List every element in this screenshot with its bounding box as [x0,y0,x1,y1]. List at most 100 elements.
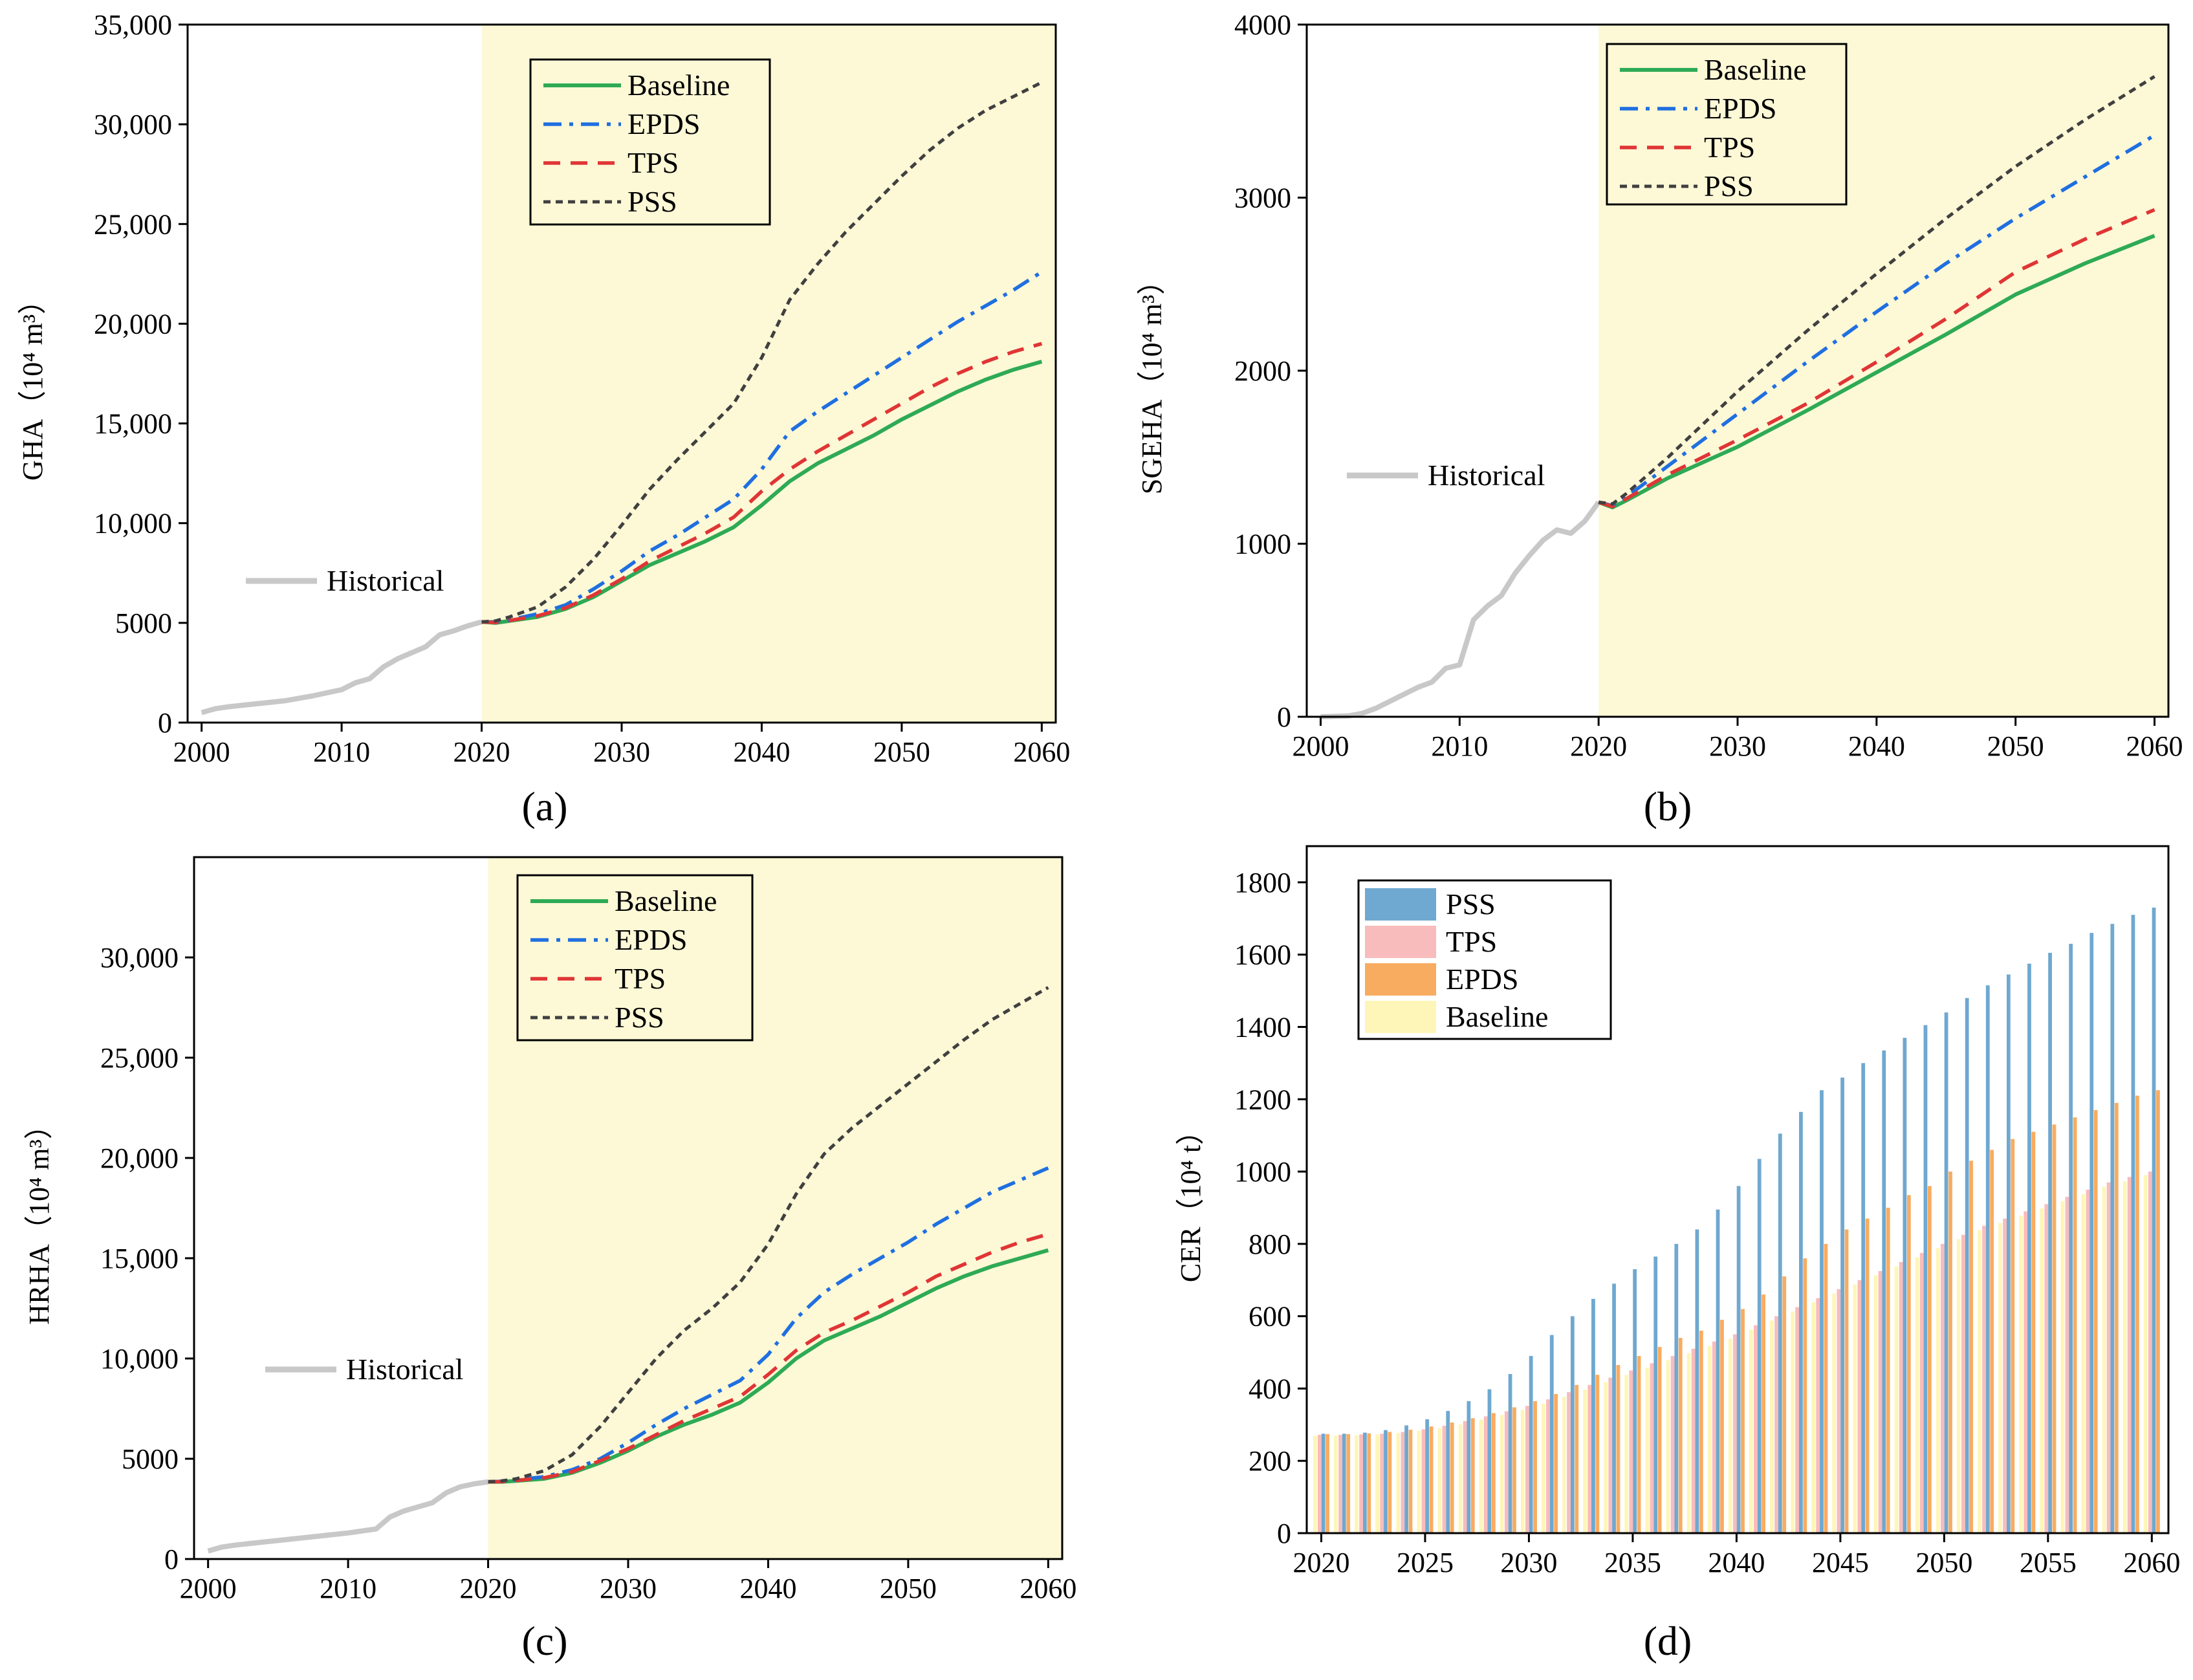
bar-tps-2040 [1732,1334,1737,1533]
bar-epds-2049 [1928,1186,1932,1533]
bar-baseline-2023 [1375,1434,1380,1533]
bar-tps-2054 [2024,1211,2028,1533]
bar-pss-2057 [2089,933,2094,1533]
bar-epds-2027 [1470,1418,1475,1533]
bar-tps-2029 [1504,1411,1509,1533]
bar-tps-2038 [1691,1348,1696,1533]
bar-epds-2036 [1657,1347,1662,1533]
bar-baseline-2047 [1873,1275,1878,1533]
bar-tps-2039 [1712,1341,1716,1533]
legend: Baseline EPDS TPS PSS [516,874,754,1042]
bar-pss-2041 [1757,1159,1762,1533]
x-tick-label: 2030 [593,736,650,768]
bar-pss-2045 [1840,1077,1844,1533]
bar-pss-2047 [1882,1050,1886,1533]
x-tick-label: 2035 [1604,1547,1661,1578]
y-tick-label: 4000 [1234,9,1291,41]
bar-baseline-2046 [1853,1284,1857,1533]
bar-pss-2056 [2069,943,2073,1533]
bar-pss-2042 [1778,1133,1782,1533]
x-tick-label: 2025 [1397,1547,1454,1578]
x-tick-label: 2000 [1292,730,1349,762]
bar-tps-2030 [1525,1406,1529,1533]
bar-tps-2021 [1338,1434,1342,1533]
bar-epds-2044 [1824,1243,1828,1533]
bar-baseline-2052 [1978,1230,1981,1533]
x-tick-label: 2010 [313,736,370,768]
bar-tps-2053 [2003,1218,2007,1533]
legend-label-tps: TPS [627,146,679,179]
bar-epds-2028 [1491,1413,1496,1533]
bar-epds-2020 [1326,1434,1329,1533]
legend-label-baseline: Baseline [1704,53,1806,86]
bar-epds-2046 [1865,1218,1870,1533]
bar-pss-2039 [1716,1209,1720,1533]
y-tick-label: 30,000 [94,109,172,140]
bar-baseline-2027 [1458,1424,1463,1533]
bar-epds-2058 [2114,1102,2119,1533]
bar-pss-2038 [1695,1229,1699,1533]
bar-baseline-2034 [1604,1382,1608,1533]
bar-pss-2048 [1903,1038,1907,1533]
bar-pss-2043 [1799,1111,1803,1533]
bar-tps-2023 [1380,1434,1384,1533]
bar-baseline-2058 [2102,1186,2106,1533]
bar-baseline-2040 [1728,1338,1732,1533]
bar-pss-2044 [1820,1090,1824,1533]
bar-pss-2032 [1570,1316,1575,1533]
x-tick-label: 2000 [180,1573,237,1604]
x-tick-label: 2020 [1570,730,1627,762]
bar-tps-2025 [1421,1429,1426,1533]
panel-label-b: (b) [1643,783,1692,829]
bar-pss-2037 [1674,1243,1679,1533]
bar-baseline-2051 [1956,1239,1961,1533]
legend-label-pss: PSS [1704,169,1754,202]
bar-baseline-2036 [1645,1368,1650,1533]
y-tick-label: 20,000 [94,308,172,340]
bar-epds-2033 [1595,1375,1600,1533]
bar-pss-2049 [1923,1025,1928,1533]
bar-epds-2038 [1699,1330,1703,1533]
x-tick-label: 2020 [453,736,510,768]
bar-tps-2026 [1442,1425,1446,1533]
bar-tps-2058 [2106,1182,2111,1533]
y-tick-label: 3000 [1234,182,1291,214]
panel-label-c: (c) [521,1618,568,1664]
bar-baseline-2033 [1583,1390,1587,1533]
bar-pss-2025 [1425,1419,1430,1533]
bar-pss-2022 [1362,1432,1367,1533]
plot-frame [1305,845,2170,1534]
bar-baseline-2030 [1520,1410,1525,1533]
bar-epds-2060 [2156,1090,2160,1533]
bar-pss-2058 [2110,924,2115,1533]
x-tick-label: 2010 [320,1573,376,1604]
bar-epds-2041 [1762,1294,1766,1533]
series-line-epds [481,270,1043,624]
bar-epds-2050 [1948,1172,1952,1533]
x-tick-label: 2040 [733,736,790,768]
bar-epds-2040 [1741,1309,1745,1533]
bar-epds-2023 [1388,1432,1392,1533]
bar-tps-2044 [1816,1298,1820,1533]
x-tick-label: 2060 [1013,736,1070,768]
bar-epds-2026 [1450,1422,1454,1533]
bar-pss-2033 [1591,1298,1595,1533]
y-tick-label: 1600 [1234,939,1291,971]
series-line-tps [488,1232,1049,1484]
y-tick-label: 5000 [122,1443,179,1475]
x-tick-label: 2050 [873,736,930,768]
panel-label-a: (a) [521,783,568,829]
x-tick-label: 2030 [1709,730,1766,762]
legend-frame [1606,43,1848,206]
bar-tps-2059 [2127,1177,2132,1533]
bar-pss-2035 [1633,1269,1637,1533]
legend-label-pss: PSS [615,1001,664,1034]
bar-baseline-2055 [2040,1208,2044,1533]
panel-label-d: (d) [1643,1618,1692,1664]
scenario-period-shading [481,25,1056,723]
bar-baseline-2054 [2019,1216,2024,1533]
series-line-pss [481,81,1043,624]
historical-label: Historical [327,564,444,597]
legend-label-epds: EPDS [1446,963,1518,996]
bar-pss-2028 [1487,1389,1492,1533]
